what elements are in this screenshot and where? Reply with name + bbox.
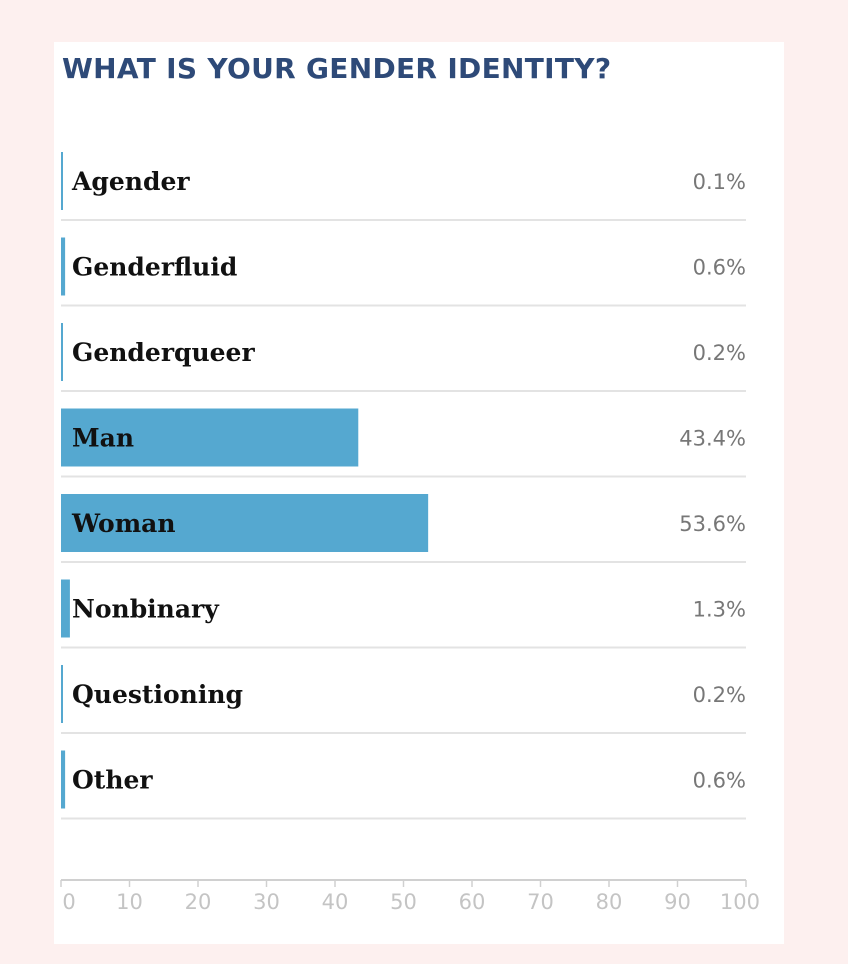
value-label: 0.2% [693, 683, 746, 707]
bar [61, 494, 429, 552]
value-label: 53.6% [679, 512, 746, 536]
value-label: 43.4% [679, 427, 746, 451]
x-tick-label: 60 [459, 890, 486, 914]
x-tick-label: 80 [596, 890, 623, 914]
bar [61, 323, 63, 381]
value-label: 0.6% [693, 769, 746, 793]
value-label: 0.2% [693, 341, 746, 365]
bar [61, 579, 70, 638]
value-label: 1.3% [693, 598, 746, 622]
category-label: Man [72, 424, 134, 453]
bar [61, 408, 359, 467]
category-label: Nonbinary [72, 595, 220, 624]
x-tick-label: 70 [527, 890, 554, 914]
value-label: 0.6% [693, 256, 746, 280]
x-tick-label: 30 [253, 890, 280, 914]
bar [61, 237, 66, 296]
x-tick-label: 100 [720, 890, 760, 914]
category-label: Woman [71, 509, 176, 538]
category-label: Genderqueer [72, 338, 255, 367]
x-tick-label: 10 [116, 890, 143, 914]
x-tick-label: 90 [664, 890, 691, 914]
chart-title: WHAT IS YOUR GENDER IDENTITY? [62, 52, 612, 85]
category-label: Questioning [72, 680, 243, 709]
category-label: Agender [71, 167, 190, 196]
value-label: 0.1% [693, 170, 746, 194]
bar [61, 665, 63, 723]
bar [61, 750, 66, 809]
category-label: Genderfluid [72, 253, 237, 282]
x-tick-label: 40 [322, 890, 349, 914]
x-tick-label: 20 [185, 890, 212, 914]
bar-chart: Agender 0.1% Genderfluid 0.6% Genderqueer 0.2… [60, 152, 760, 914]
x-tick-label: 0 [62, 890, 75, 914]
category-label: Other [72, 766, 153, 795]
x-tick-label: 50 [390, 890, 417, 914]
chart-card: WHAT IS YOUR GENDER IDENTITY? Agender 0.1… [54, 42, 784, 944]
bar [61, 152, 63, 210]
